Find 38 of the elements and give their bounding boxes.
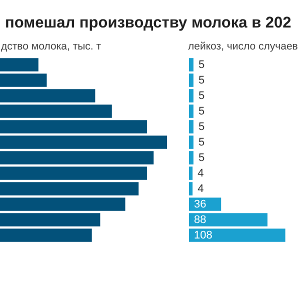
bar xyxy=(0,104,112,118)
data-label: 5 xyxy=(198,136,205,148)
data-label: 4 xyxy=(198,182,204,195)
data-label: 5 xyxy=(198,58,205,71)
bar xyxy=(189,136,194,149)
data-label: 5 xyxy=(198,152,205,164)
bar xyxy=(189,120,194,134)
bar xyxy=(0,198,126,211)
data-label: 5 xyxy=(198,90,205,102)
bar xyxy=(0,74,47,87)
bar xyxy=(189,89,194,102)
data-label: 36 xyxy=(194,198,206,210)
bar xyxy=(189,182,193,196)
bar xyxy=(189,74,194,87)
bar xyxy=(0,120,147,134)
bar xyxy=(0,228,92,242)
data-label: 5 xyxy=(198,120,205,133)
bar xyxy=(0,89,96,102)
bar xyxy=(189,58,194,72)
bar xyxy=(0,213,100,226)
bar xyxy=(0,151,154,164)
data-label: 108 xyxy=(194,229,212,242)
x-axis-title: дство молока, тыс. т xyxy=(1,40,102,52)
x-axis-title: лейкоз, число случаев xyxy=(188,40,298,52)
bar xyxy=(189,213,268,226)
data-label: 5 xyxy=(198,105,205,118)
chart-title: помешал производству молока в 202 xyxy=(5,14,292,32)
bar xyxy=(0,136,167,149)
bar xyxy=(0,182,139,196)
bar xyxy=(189,166,193,180)
data-label: 4 xyxy=(198,167,204,180)
data-label: 5 xyxy=(198,74,205,86)
bar xyxy=(189,151,194,164)
bar xyxy=(0,58,38,72)
bar xyxy=(0,166,147,180)
bar xyxy=(189,228,286,242)
bar xyxy=(189,104,194,118)
data-label: 88 xyxy=(194,214,206,226)
